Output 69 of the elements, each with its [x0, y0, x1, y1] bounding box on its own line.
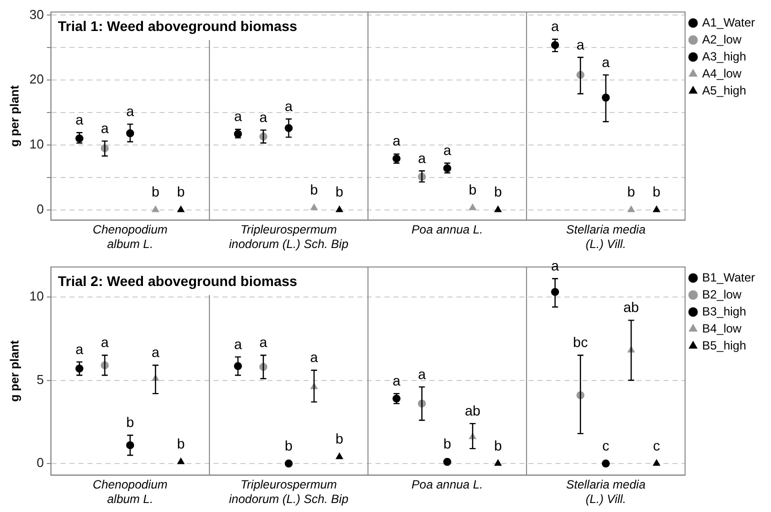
legend-label: B5_high — [702, 338, 746, 352]
data-label: a — [76, 112, 84, 128]
data-label: b — [494, 184, 502, 200]
data-label: a — [152, 344, 160, 360]
data-label: ab — [464, 402, 481, 418]
data-label: b — [443, 436, 452, 452]
chart-title: Trial 2: Weed aboveground biomass — [58, 272, 298, 289]
y-tick-label: 0 — [36, 201, 44, 216]
data-label: b — [494, 437, 502, 454]
data-label: ab — [623, 299, 640, 316]
x-tick-label: Poa annua L. — [412, 222, 483, 237]
data-label: b — [284, 437, 293, 454]
data-label: a — [259, 108, 268, 125]
legend-label: A2_low — [702, 32, 742, 46]
y-tick-label: 5 — [36, 372, 44, 387]
legend-label: A5_high — [702, 83, 746, 98]
legend-label: A4_low — [702, 66, 742, 80]
y-tick-label: 20 — [29, 72, 44, 87]
y-axis-title: g per plant — [8, 340, 22, 402]
data-label: a — [602, 54, 610, 70]
data-label: a — [234, 108, 242, 124]
data-label: a — [100, 334, 109, 350]
data-label: a — [551, 18, 560, 34]
data-label: b — [652, 184, 661, 200]
data-label: b — [310, 182, 318, 198]
data-label: b — [176, 436, 185, 452]
x-tick-label: Chenopodium album L. — [92, 478, 168, 506]
legend-label: A3_high — [702, 49, 746, 64]
y-tick-label: 10 — [29, 288, 44, 304]
data-label: a — [576, 36, 585, 52]
x-tick-label: Stellaria media (L.) Vill. — [566, 478, 646, 506]
data-label: b — [336, 430, 344, 447]
data-label: a — [234, 336, 242, 352]
y-axis-title: g per plant — [8, 85, 22, 147]
data-label: c — [653, 437, 660, 454]
data-label: a — [259, 334, 268, 350]
data-label: a — [284, 98, 293, 114]
data-label: a — [392, 372, 401, 388]
data-label: a — [392, 132, 401, 148]
x-tick-label: Tripleurospermum inodorum (L.) Sch. Bip — [229, 478, 349, 506]
data-label: c — [602, 437, 610, 454]
data-label: a — [443, 142, 452, 158]
legend-label: B4_low — [702, 321, 742, 336]
data-label: a — [76, 340, 84, 357]
x-tick-label: Chenopodium album L. — [92, 222, 168, 252]
legend-label: B2_low — [702, 287, 742, 302]
y-tick-label: 10 — [29, 136, 44, 152]
y-tick-label: 0 — [36, 455, 44, 470]
x-tick-label: Poa annua L. — [412, 478, 483, 492]
y-tick-label: 30 — [29, 6, 44, 22]
data-label: a — [126, 103, 134, 120]
legend-label: B1_Water — [702, 270, 756, 284]
legend-label: B3_high — [702, 304, 746, 318]
data-label: a — [418, 366, 426, 382]
data-label: b — [152, 184, 160, 200]
x-tick-label: Tripleurospermum inodorum (L.) Sch. Bip — [229, 222, 349, 252]
legend-label: A1_Water — [702, 15, 756, 30]
data-label: b — [336, 184, 344, 200]
data-label: b — [468, 182, 477, 198]
data-label: a — [551, 258, 560, 274]
text: Trial 1: Weed aboveground biomass — [58, 18, 298, 34]
data-label: b — [176, 184, 185, 200]
x-tick-label: Stellaria media (L.) Vill. — [566, 222, 646, 252]
data-label: b — [126, 414, 134, 430]
data-label: a — [100, 120, 109, 136]
data-label: b — [627, 184, 636, 200]
data-label: a — [310, 349, 318, 366]
data-label: bc — [573, 334, 588, 350]
data-label: a — [418, 150, 426, 166]
